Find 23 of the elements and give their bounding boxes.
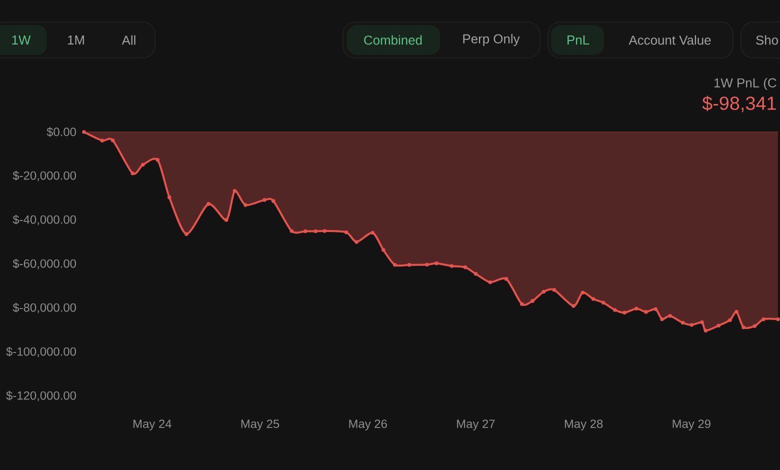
text: 1W xyxy=(12,36,31,44)
text: Perp Only xyxy=(463,34,520,46)
y-tick-label: $-80,000.00 xyxy=(12,302,76,314)
text: Combined xyxy=(364,35,422,45)
x-tick-label: May 25 xyxy=(241,420,280,430)
chart-subtitle: $-98,341 xyxy=(702,96,776,112)
chart-title: 1W PnL (C xyxy=(714,78,776,90)
x-tick-label: May 27 xyxy=(457,420,495,430)
y-tick-label: $-120,000.00 xyxy=(6,390,76,402)
y-tick-label: $0.00 xyxy=(46,127,76,137)
y-tick-label: $-100,000.00 xyxy=(6,346,76,358)
y-tick-label: $-40,000.00 xyxy=(12,214,76,226)
text: 1M xyxy=(68,36,84,44)
y-tick-label: $-60,000.00 xyxy=(12,258,76,270)
x-tick-label: May 24 xyxy=(134,420,172,430)
x-tick-label: May 29 xyxy=(672,420,710,430)
text: All xyxy=(122,35,136,45)
x-tick-label: May 26 xyxy=(349,420,387,430)
x-tick-label: May 28 xyxy=(564,420,603,430)
y-tick-label: $-20,000.00 xyxy=(12,170,76,182)
text: Sho xyxy=(756,35,778,45)
text: Account Value xyxy=(628,35,711,45)
text: PnL xyxy=(568,36,590,44)
